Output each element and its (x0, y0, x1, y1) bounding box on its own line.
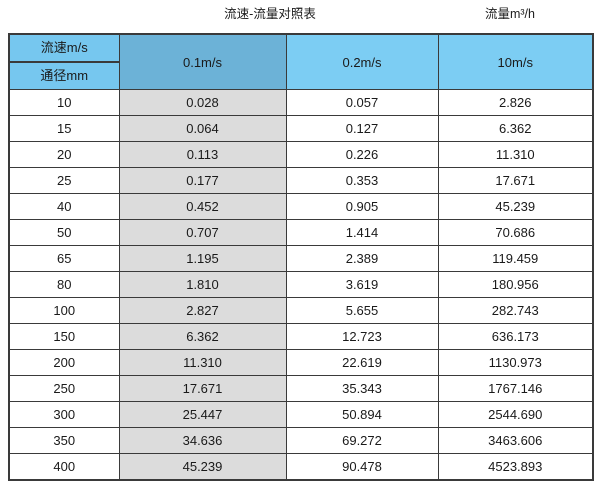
flow-rate-table: 流速m/s 通径mm 0.1m/s 0.2m/s 10m/s 10 0.028 … (8, 33, 594, 481)
cell-flow-v2: 50.894 (285, 401, 439, 428)
cell-diameter: 400 (8, 453, 120, 481)
cell-flow-v3: 282.743 (437, 297, 594, 324)
cell-flow-v1: 0.113 (118, 141, 287, 168)
corner-header-cell: 流速m/s 通径mm (8, 33, 120, 90)
cell-flow-v3: 2.826 (437, 89, 594, 116)
cell-flow-v3: 70.686 (437, 219, 594, 246)
cell-diameter: 250 (8, 375, 120, 402)
table-row: 80 1.810 3.619 180.956 (8, 271, 594, 298)
cell-flow-v1: 45.239 (118, 453, 287, 481)
cell-flow-v3: 3463.606 (437, 427, 594, 454)
flow-unit-label: 流量m³/h (484, 7, 535, 21)
cell-diameter: 20 (8, 141, 120, 168)
cell-diameter: 25 (8, 167, 120, 194)
cell-flow-v2: 5.655 (285, 297, 439, 324)
cell-flow-v2: 90.478 (285, 453, 439, 481)
cell-flow-v3: 1130.973 (437, 349, 594, 376)
table-row: 65 1.195 2.389 119.459 (8, 245, 594, 272)
cell-diameter: 80 (8, 271, 120, 298)
table-title: 流速-流量对照表 (224, 7, 316, 21)
cell-flow-v1: 34.636 (118, 427, 287, 454)
cell-flow-v2: 0.226 (285, 141, 439, 168)
cell-flow-v1: 1.195 (118, 245, 287, 272)
cell-diameter: 15 (8, 115, 120, 142)
table-row: 300 25.447 50.894 2544.690 (8, 401, 594, 428)
cell-flow-v3: 17.671 (437, 167, 594, 194)
cell-flow-v1: 0.452 (118, 193, 287, 220)
table-row: 250 17.671 35.343 1767.146 (8, 375, 594, 402)
cell-flow-v1: 17.671 (118, 375, 287, 402)
table-row: 400 45.239 90.478 4523.893 (8, 453, 594, 481)
cell-flow-v3: 4523.893 (437, 453, 594, 481)
cell-flow-v3: 636.173 (437, 323, 594, 350)
cell-flow-v1: 6.362 (118, 323, 287, 350)
cell-diameter: 10 (8, 89, 120, 116)
cell-flow-v3: 11.310 (437, 141, 594, 168)
table-row: 20 0.113 0.226 11.310 (8, 141, 594, 168)
cell-flow-v3: 2544.690 (437, 401, 594, 428)
cell-diameter: 100 (8, 297, 120, 324)
cell-diameter: 150 (8, 323, 120, 350)
table-row: 25 0.177 0.353 17.671 (8, 167, 594, 194)
cell-flow-v3: 180.956 (437, 271, 594, 298)
cell-flow-v1: 2.827 (118, 297, 287, 324)
table-row: 350 34.636 69.272 3463.606 (8, 427, 594, 454)
cell-flow-v2: 3.619 (285, 271, 439, 298)
cell-flow-v3: 45.239 (437, 193, 594, 220)
cell-flow-v2: 12.723 (285, 323, 439, 350)
cell-flow-v3: 6.362 (437, 115, 594, 142)
cell-diameter: 350 (8, 427, 120, 454)
cell-flow-v2: 0.905 (285, 193, 439, 220)
cell-diameter: 200 (8, 349, 120, 376)
column-header-velocity-3: 10m/s (437, 33, 594, 90)
flow-table-body: 流速m/s 通径mm 0.1m/s 0.2m/s 10m/s 10 0.028 … (8, 33, 594, 481)
cell-flow-v2: 35.343 (285, 375, 439, 402)
table-row: 10 0.028 0.057 2.826 (8, 89, 594, 116)
cell-flow-v2: 69.272 (285, 427, 439, 454)
cell-flow-v2: 22.619 (285, 349, 439, 376)
cell-flow-v1: 0.177 (118, 167, 287, 194)
table-row: 40 0.452 0.905 45.239 (8, 193, 594, 220)
cell-flow-v1: 0.028 (118, 89, 287, 116)
cell-flow-v2: 0.057 (285, 89, 439, 116)
cell-flow-v2: 1.414 (285, 219, 439, 246)
cell-flow-v1: 1.810 (118, 271, 287, 298)
cell-flow-v2: 0.353 (285, 167, 439, 194)
cell-diameter: 300 (8, 401, 120, 428)
corner-header-diameter-label: 通径mm (10, 63, 119, 89)
column-header-velocity-2: 0.2m/s (285, 33, 439, 90)
cell-flow-v1: 25.447 (118, 401, 287, 428)
table-row: 50 0.707 1.414 70.686 (8, 219, 594, 246)
table-row: 15 0.064 0.127 6.362 (8, 115, 594, 142)
cell-diameter: 40 (8, 193, 120, 220)
cell-flow-v2: 0.127 (285, 115, 439, 142)
cell-flow-v1: 0.707 (118, 219, 287, 246)
caption-row: 流速-流量对照表 流量m³/h (0, 0, 600, 32)
cell-diameter: 65 (8, 245, 120, 272)
corner-header-velocity-label: 流速m/s (10, 35, 119, 63)
cell-flow-v1: 11.310 (118, 349, 287, 376)
table-row: 200 11.310 22.619 1130.973 (8, 349, 594, 376)
flow-table-container: 流速m/s 通径mm 0.1m/s 0.2m/s 10m/s 10 0.028 … (8, 33, 594, 481)
cell-flow-v2: 2.389 (285, 245, 439, 272)
table-row: 100 2.827 5.655 282.743 (8, 297, 594, 324)
table-header-row: 流速m/s 通径mm 0.1m/s 0.2m/s 10m/s (8, 33, 594, 90)
cell-flow-v3: 119.459 (437, 245, 594, 272)
cell-flow-v1: 0.064 (118, 115, 287, 142)
cell-diameter: 50 (8, 219, 120, 246)
column-header-velocity-1: 0.1m/s (118, 33, 287, 90)
cell-flow-v3: 1767.146 (437, 375, 594, 402)
table-row: 150 6.362 12.723 636.173 (8, 323, 594, 350)
